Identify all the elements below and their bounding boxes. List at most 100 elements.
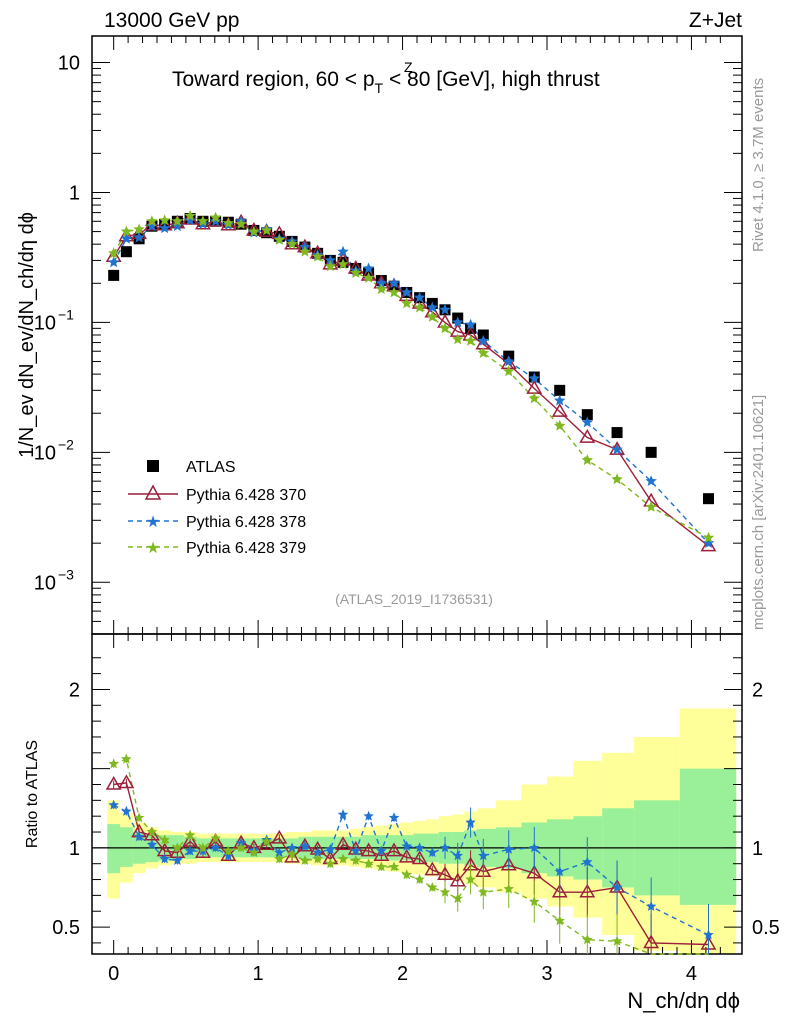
ratio-point-series1-28 xyxy=(465,817,476,827)
ratio-point-series0-21 xyxy=(373,847,390,862)
point-series3-34 xyxy=(611,473,623,485)
ratio-point-series1-29 xyxy=(478,850,489,861)
ratio-point-series1-24 xyxy=(414,842,425,853)
point-series3-24 xyxy=(413,301,426,313)
ratio-point-series0-24 xyxy=(411,850,428,865)
point-series0-36 xyxy=(702,493,714,505)
x-tick-label: 2 xyxy=(397,963,408,985)
ratio-point-series1-22 xyxy=(388,812,400,823)
point-series2-32 xyxy=(554,394,566,406)
point-series2-20 xyxy=(362,262,375,274)
ratio-point-series0-25 xyxy=(424,861,441,876)
ratio-point-series0-20 xyxy=(360,842,377,857)
ratio-point-series2-12 xyxy=(261,836,272,846)
ratio-point-series2-9 xyxy=(223,845,234,856)
ratio-point-series1-9 xyxy=(223,850,234,861)
ratio-point-series2-22 xyxy=(388,861,400,872)
ratio-point-series0-33 xyxy=(579,883,596,898)
point-series3-14 xyxy=(286,238,298,249)
ratio-point-series1-33 xyxy=(582,856,593,867)
ratio-point-series2-13 xyxy=(274,853,285,864)
ratio-point-series1-3 xyxy=(146,839,158,850)
legend-label-378: Pythia 6.428 378 xyxy=(186,514,306,531)
side-label-top: Rivet 4.1.0, ≥ 3.7M events xyxy=(750,78,767,252)
point-series3-30 xyxy=(503,365,515,377)
green-band-0 xyxy=(107,824,121,874)
point-series3-36 xyxy=(702,531,715,543)
y-tick-label-main: 10 xyxy=(34,312,56,334)
ratio-point-series1-1 xyxy=(121,805,132,816)
point-series3-8 xyxy=(209,211,222,223)
point-series2-8 xyxy=(209,215,222,227)
y-axis-label-main: 1/N_ev dN_ev/dN_ch/dη dϕ xyxy=(16,212,38,458)
y-tick-label-main: 1 xyxy=(69,182,80,204)
point-series1-36 xyxy=(700,537,717,552)
ratio-point-series2-1 xyxy=(121,753,132,764)
ratio-point-series1-4 xyxy=(159,853,170,864)
point-series3-2 xyxy=(133,223,145,235)
chart-title-rest: < 80 [GeV], high thrust xyxy=(383,68,600,91)
point-series3-27 xyxy=(452,333,464,345)
point-series2-30 xyxy=(503,355,515,367)
ratio-point-series1-19 xyxy=(350,845,361,856)
ratio-point-series0-22 xyxy=(386,842,402,857)
point-series2-28 xyxy=(464,318,477,330)
legend-label-atlas: ATLAS xyxy=(186,459,236,476)
ratio-point-series1-26 xyxy=(439,842,451,853)
point-series3-29 xyxy=(477,347,489,358)
chart-title-sup: Z xyxy=(404,59,413,75)
point-series2-34 xyxy=(611,443,623,455)
point-series3-6 xyxy=(184,209,196,221)
ratio-point-series2-2 xyxy=(133,812,145,823)
ratio-point-series1-23 xyxy=(401,840,412,851)
ratio-point-series2-20 xyxy=(363,858,374,869)
y-tick-label-main: 10 xyxy=(58,53,80,75)
point-series3-28 xyxy=(464,334,477,346)
point-series3-3 xyxy=(146,215,158,227)
header-left: 13000 GeV pp xyxy=(104,9,239,32)
ratio-point-series1-21 xyxy=(376,845,387,856)
ratio-tick-label-left: 1 xyxy=(69,838,80,860)
ratio-point-series1-35 xyxy=(645,901,657,911)
point-series0-32 xyxy=(554,384,566,396)
ratio-tick-label-right: 0.5 xyxy=(752,917,780,939)
ratio-point-series0-32 xyxy=(551,883,568,898)
point-series3-1 xyxy=(120,225,133,237)
point-series2-2 xyxy=(133,231,145,243)
y-tick-exponent-main: −2 xyxy=(58,436,74,452)
ratio-point-series2-17 xyxy=(325,858,336,869)
ratio-point-series1-16 xyxy=(312,847,323,858)
ratio-point-series2-30 xyxy=(503,883,514,894)
legend-marker-379: ★ xyxy=(146,538,160,557)
ratio-point-series2-21 xyxy=(376,861,387,872)
x-tick-label: 4 xyxy=(686,963,697,985)
point-series3-17 xyxy=(324,260,336,272)
ratio-point-series2-31 xyxy=(529,896,540,907)
x-tick-label: 0 xyxy=(108,963,119,985)
point-series3-15 xyxy=(299,245,311,257)
ratio-point-series0-31 xyxy=(526,864,543,879)
ratio-point-series2-28 xyxy=(465,874,476,884)
point-series3-26 xyxy=(439,322,451,334)
y-tick-exponent-main: −3 xyxy=(58,566,74,582)
point-series3-4 xyxy=(158,214,171,226)
ratio-point-series0-7 xyxy=(195,844,211,858)
point-series2-29 xyxy=(477,334,489,346)
ratio-point-series0-1 xyxy=(118,774,135,789)
ratio-point-series2-23 xyxy=(401,869,412,880)
point-series2-5 xyxy=(171,220,184,232)
y-axis-label-ratio: Ratio to ATLAS xyxy=(24,740,41,848)
point-series3-16 xyxy=(311,250,324,262)
ratio-point-series2-32 xyxy=(554,915,565,926)
ratio-point-series0-0 xyxy=(105,776,122,790)
point-series1-3 xyxy=(144,216,160,231)
ratio-point-series2-16 xyxy=(312,853,323,864)
point-series3-18 xyxy=(337,258,349,270)
point-series3-12 xyxy=(260,224,273,236)
ratio-point-series2-15 xyxy=(299,855,311,865)
ratio-point-series2-8 xyxy=(210,832,221,843)
point-series1-33 xyxy=(579,428,596,443)
ratio-point-series1-31 xyxy=(529,842,540,853)
ratio-point-series0-30 xyxy=(500,856,517,871)
point-series3-10 xyxy=(235,218,247,229)
